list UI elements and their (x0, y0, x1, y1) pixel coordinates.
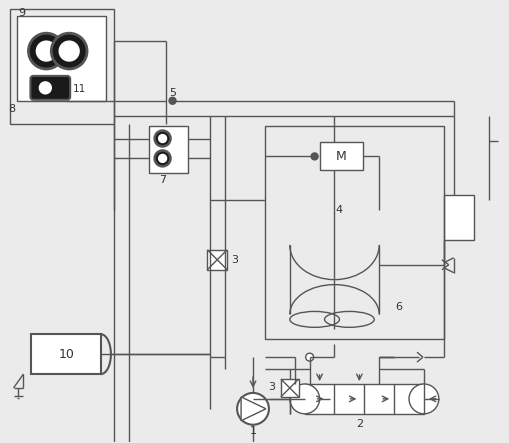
Bar (264, 126, 443, 339)
Circle shape (310, 153, 318, 160)
Text: 4: 4 (335, 205, 343, 215)
Circle shape (51, 33, 87, 69)
Circle shape (39, 82, 51, 94)
Circle shape (29, 33, 64, 69)
Bar (16, 16, 106, 101)
Circle shape (289, 384, 319, 414)
Bar (443, 195, 473, 240)
Bar (10, 9, 114, 124)
Text: 9: 9 (18, 8, 25, 18)
Text: 7: 7 (159, 175, 166, 185)
Circle shape (305, 353, 313, 361)
Circle shape (158, 155, 166, 163)
Text: 2: 2 (355, 419, 362, 429)
Text: 5: 5 (168, 88, 176, 98)
Circle shape (154, 131, 170, 147)
Bar (319, 143, 362, 170)
Text: 1: 1 (249, 426, 256, 435)
Bar (207, 250, 227, 270)
Bar (280, 379, 298, 397)
Text: 10: 10 (58, 348, 74, 361)
Text: 11: 11 (72, 84, 86, 94)
Circle shape (36, 41, 56, 61)
Bar (304, 384, 423, 414)
Circle shape (237, 393, 268, 425)
Text: M: M (335, 150, 346, 163)
Text: 8: 8 (8, 104, 15, 114)
Text: 3: 3 (268, 382, 275, 392)
Polygon shape (241, 397, 265, 421)
Bar (149, 126, 188, 173)
Text: 6: 6 (395, 303, 402, 312)
Circle shape (168, 97, 176, 104)
Circle shape (158, 135, 166, 143)
Circle shape (408, 384, 438, 414)
Circle shape (154, 151, 170, 167)
Bar (32, 334, 101, 374)
FancyBboxPatch shape (31, 76, 70, 100)
Text: 3: 3 (231, 255, 238, 265)
Circle shape (59, 41, 79, 61)
